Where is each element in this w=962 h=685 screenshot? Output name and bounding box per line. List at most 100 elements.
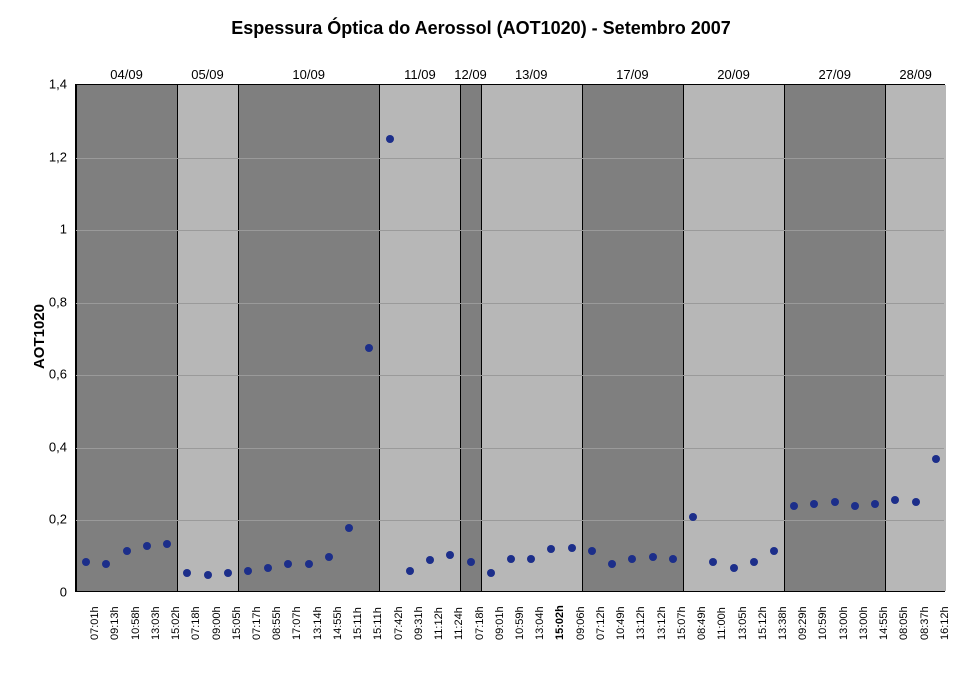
data-point bbox=[305, 560, 313, 568]
data-point bbox=[467, 558, 475, 566]
x-tick-label: 08:37h bbox=[919, 606, 931, 640]
day-label: 12/09 bbox=[454, 67, 487, 82]
day-band bbox=[582, 85, 683, 591]
day-band bbox=[460, 85, 480, 591]
x-tick-label: 09:01h bbox=[494, 606, 506, 640]
day-label: 10/09 bbox=[292, 67, 325, 82]
data-point bbox=[487, 569, 495, 577]
x-tick-label: 10:49h bbox=[615, 606, 627, 640]
data-point bbox=[608, 560, 616, 568]
day-label: 20/09 bbox=[717, 67, 750, 82]
x-tick-label: 07:12h bbox=[595, 606, 607, 640]
x-tick-label: 11:00h bbox=[716, 607, 728, 640]
gridline bbox=[76, 158, 944, 159]
data-point bbox=[770, 547, 778, 555]
data-point bbox=[527, 555, 535, 563]
data-point bbox=[547, 545, 555, 553]
data-point bbox=[689, 513, 697, 521]
data-point bbox=[244, 567, 252, 575]
data-point bbox=[386, 135, 394, 143]
x-tick-label: 13:00h bbox=[858, 606, 870, 640]
data-point bbox=[284, 560, 292, 568]
day-band bbox=[481, 85, 582, 591]
x-tick-label: 15:02h bbox=[170, 606, 182, 640]
day-band bbox=[76, 85, 177, 591]
x-tick-label: 09:00h bbox=[211, 606, 223, 640]
data-point bbox=[426, 556, 434, 564]
day-label: 04/09 bbox=[110, 67, 143, 82]
plot-area: 04/0905/0910/0911/0912/0913/0917/0920/09… bbox=[75, 84, 945, 592]
data-point bbox=[891, 496, 899, 504]
day-label: 05/09 bbox=[191, 67, 224, 82]
x-tick-label: 13:38h bbox=[777, 606, 789, 640]
data-point bbox=[669, 555, 677, 563]
x-tick-label: 17:07h bbox=[291, 606, 303, 640]
x-tick-label: 15:11h bbox=[372, 607, 384, 640]
data-point bbox=[123, 547, 131, 555]
x-tick-label: 10:59h bbox=[514, 606, 526, 640]
x-tick-label: 07:01h bbox=[89, 606, 101, 640]
x-tick-label: 15:12h bbox=[757, 606, 769, 640]
x-tick-label: 16:12h bbox=[939, 606, 951, 640]
x-tick-label: 13:00h bbox=[838, 606, 850, 640]
day-label: 13/09 bbox=[515, 67, 548, 82]
data-point bbox=[224, 569, 232, 577]
data-point bbox=[568, 544, 576, 552]
data-point bbox=[507, 555, 515, 563]
x-tick-label: 07:18h bbox=[474, 606, 486, 640]
gridline bbox=[76, 448, 944, 449]
x-tick-label: 10:58h bbox=[130, 606, 142, 640]
x-tick-label: 11:24h bbox=[453, 607, 465, 640]
data-point bbox=[912, 498, 920, 506]
data-point bbox=[851, 502, 859, 510]
y-tick-label: 1,2 bbox=[27, 149, 67, 164]
day-band bbox=[379, 85, 460, 591]
x-tick-label: 13:14h bbox=[312, 606, 324, 640]
data-point bbox=[143, 542, 151, 550]
x-tick-label: 15:02h bbox=[554, 605, 566, 640]
day-band bbox=[177, 85, 238, 591]
x-tick-label: 09:29h bbox=[797, 606, 809, 640]
x-tick-label: 10:59h bbox=[817, 606, 829, 640]
gridline bbox=[76, 375, 944, 376]
day-band bbox=[238, 85, 380, 591]
day-label: 27/09 bbox=[818, 67, 851, 82]
y-tick-label: 0 bbox=[27, 585, 67, 600]
chart-title: Espessura Óptica do Aerossol (AOT1020) -… bbox=[0, 18, 962, 39]
gridline bbox=[76, 520, 944, 521]
aot-chart: Espessura Óptica do Aerossol (AOT1020) -… bbox=[0, 0, 962, 685]
x-tick-label: 08:49h bbox=[696, 606, 708, 640]
x-tick-label: 07:42h bbox=[393, 606, 405, 640]
data-point bbox=[649, 553, 657, 561]
x-tick-label: 14:55h bbox=[332, 606, 344, 640]
data-point bbox=[365, 344, 373, 352]
x-tick-label: 13:05h bbox=[737, 606, 749, 640]
x-tick-label: 15:07h bbox=[676, 606, 688, 640]
day-label: 28/09 bbox=[899, 67, 932, 82]
y-axis-label: AOT1020 bbox=[31, 304, 48, 369]
day-band bbox=[683, 85, 784, 591]
data-point bbox=[82, 558, 90, 566]
x-tick-label: 13:12h bbox=[635, 606, 647, 640]
y-tick-label: 0,2 bbox=[27, 512, 67, 527]
day-band bbox=[784, 85, 885, 591]
data-point bbox=[628, 555, 636, 563]
data-point bbox=[345, 524, 353, 532]
y-tick-label: 1,4 bbox=[27, 77, 67, 92]
y-tick-label: 0,6 bbox=[27, 367, 67, 382]
data-point bbox=[932, 455, 940, 463]
data-point bbox=[446, 551, 454, 559]
x-tick-label: 13:03h bbox=[150, 606, 162, 640]
data-point bbox=[790, 502, 798, 510]
x-tick-label: 13:12h bbox=[656, 606, 668, 640]
data-point bbox=[102, 560, 110, 568]
data-point bbox=[325, 553, 333, 561]
x-tick-label: 11:12h bbox=[433, 607, 445, 640]
data-point bbox=[204, 571, 212, 579]
x-tick-label: 07:17h bbox=[251, 606, 263, 640]
day-label: 11/09 bbox=[404, 67, 436, 82]
day-label: 17/09 bbox=[616, 67, 649, 82]
x-tick-label: 07:18h bbox=[190, 606, 202, 640]
data-point bbox=[183, 569, 191, 577]
y-tick-label: 1 bbox=[27, 222, 67, 237]
